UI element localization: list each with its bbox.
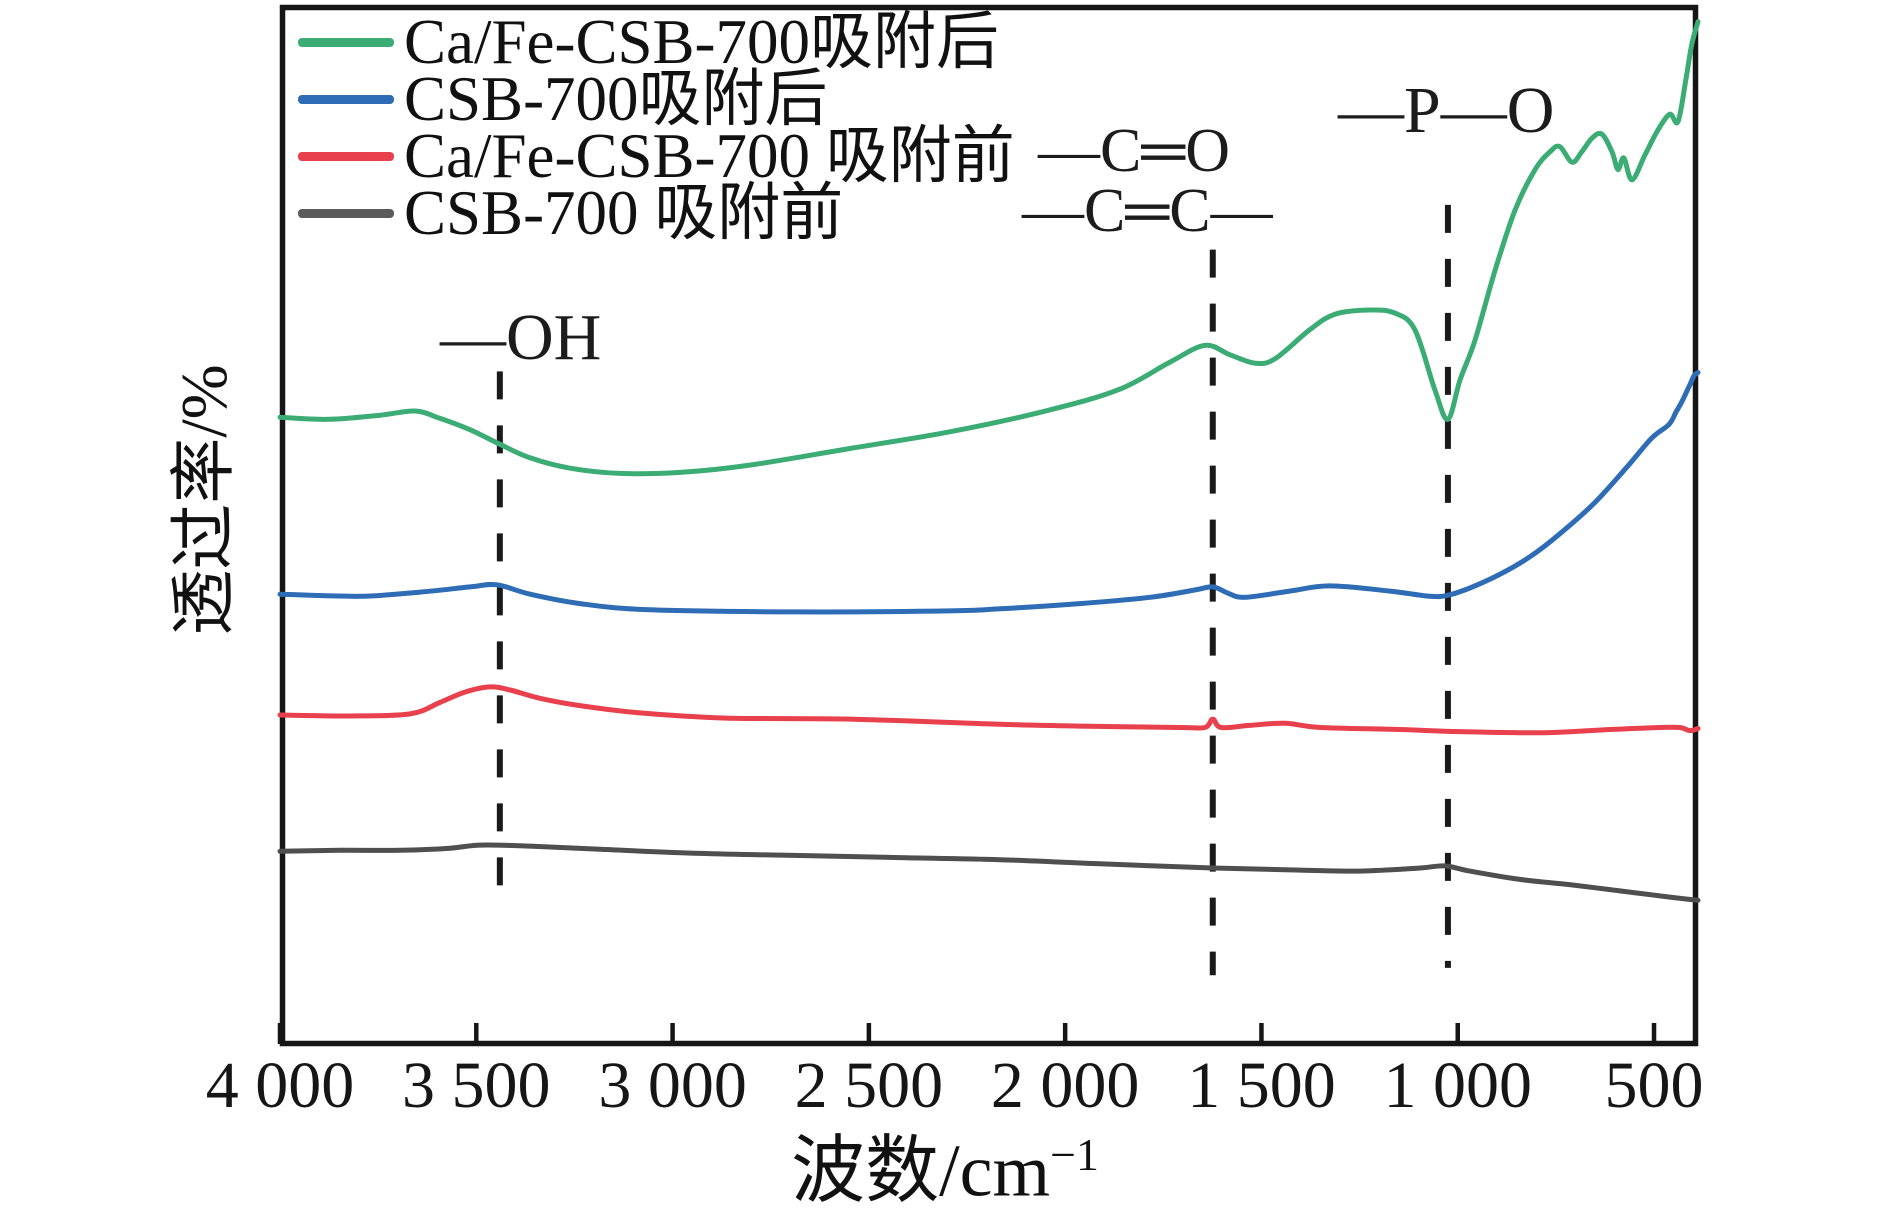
legend-item-cafe-csb700-before: Ca/Fe-CSB-700 吸附前 xyxy=(298,121,1015,191)
x-tick-label: 500 xyxy=(1605,1049,1704,1122)
x-axis-title-sup: −1 xyxy=(1050,1129,1099,1180)
spectrum-curve xyxy=(277,684,1701,736)
x-tick-label: 3 000 xyxy=(598,1049,747,1122)
legend-line-red xyxy=(298,152,394,161)
x-tick-label: 3 500 xyxy=(402,1049,551,1122)
x-tick-label: 4 000 xyxy=(206,1049,355,1122)
annotation-oh: —OH xyxy=(440,301,602,374)
legend-label: CSB-700吸附后 xyxy=(404,64,828,134)
y-axis-title: 透过率/% xyxy=(168,364,241,636)
spectrum-curve xyxy=(277,19,1701,477)
x-tick-label: 1 000 xyxy=(1383,1049,1532,1122)
legend-item-csb700-before: CSB-700 吸附前 xyxy=(298,178,1015,248)
spectrum-curve xyxy=(277,370,1701,615)
plot-frame xyxy=(279,4,1699,1047)
annotation-c-double-c: —C═C— xyxy=(1022,177,1273,245)
x-tick-label: 2 000 xyxy=(991,1049,1140,1122)
spectrum-curve xyxy=(277,842,1701,903)
legend-line-gray xyxy=(298,209,394,218)
legend-item-csb700-after: CSB-700吸附后 xyxy=(298,64,1015,134)
x-axis-title: 波数/cm−1 xyxy=(0,1132,1890,1209)
annotation-p-o: —P—O xyxy=(1338,74,1555,147)
legend-label: CSB-700 吸附前 xyxy=(404,178,844,248)
x-tick-label: 1 500 xyxy=(1187,1049,1336,1122)
x-axis-title-base: 波数/cm xyxy=(791,1130,1051,1213)
legend-label: Ca/Fe-CSB-700吸附后 xyxy=(404,7,1000,77)
legend-line-blue xyxy=(298,95,394,104)
annotation-c-double-o: —C═O xyxy=(1038,117,1231,185)
legend-item-cafe-csb700-after: Ca/Fe-CSB-700吸附后 xyxy=(298,7,1015,77)
legend-line-green xyxy=(298,38,394,47)
legend: Ca/Fe-CSB-700吸附后 CSB-700吸附后 Ca/Fe-CSB-70… xyxy=(298,7,1015,248)
legend-label: Ca/Fe-CSB-700 吸附前 xyxy=(404,121,1015,191)
x-tick-label: 2 500 xyxy=(795,1049,944,1122)
